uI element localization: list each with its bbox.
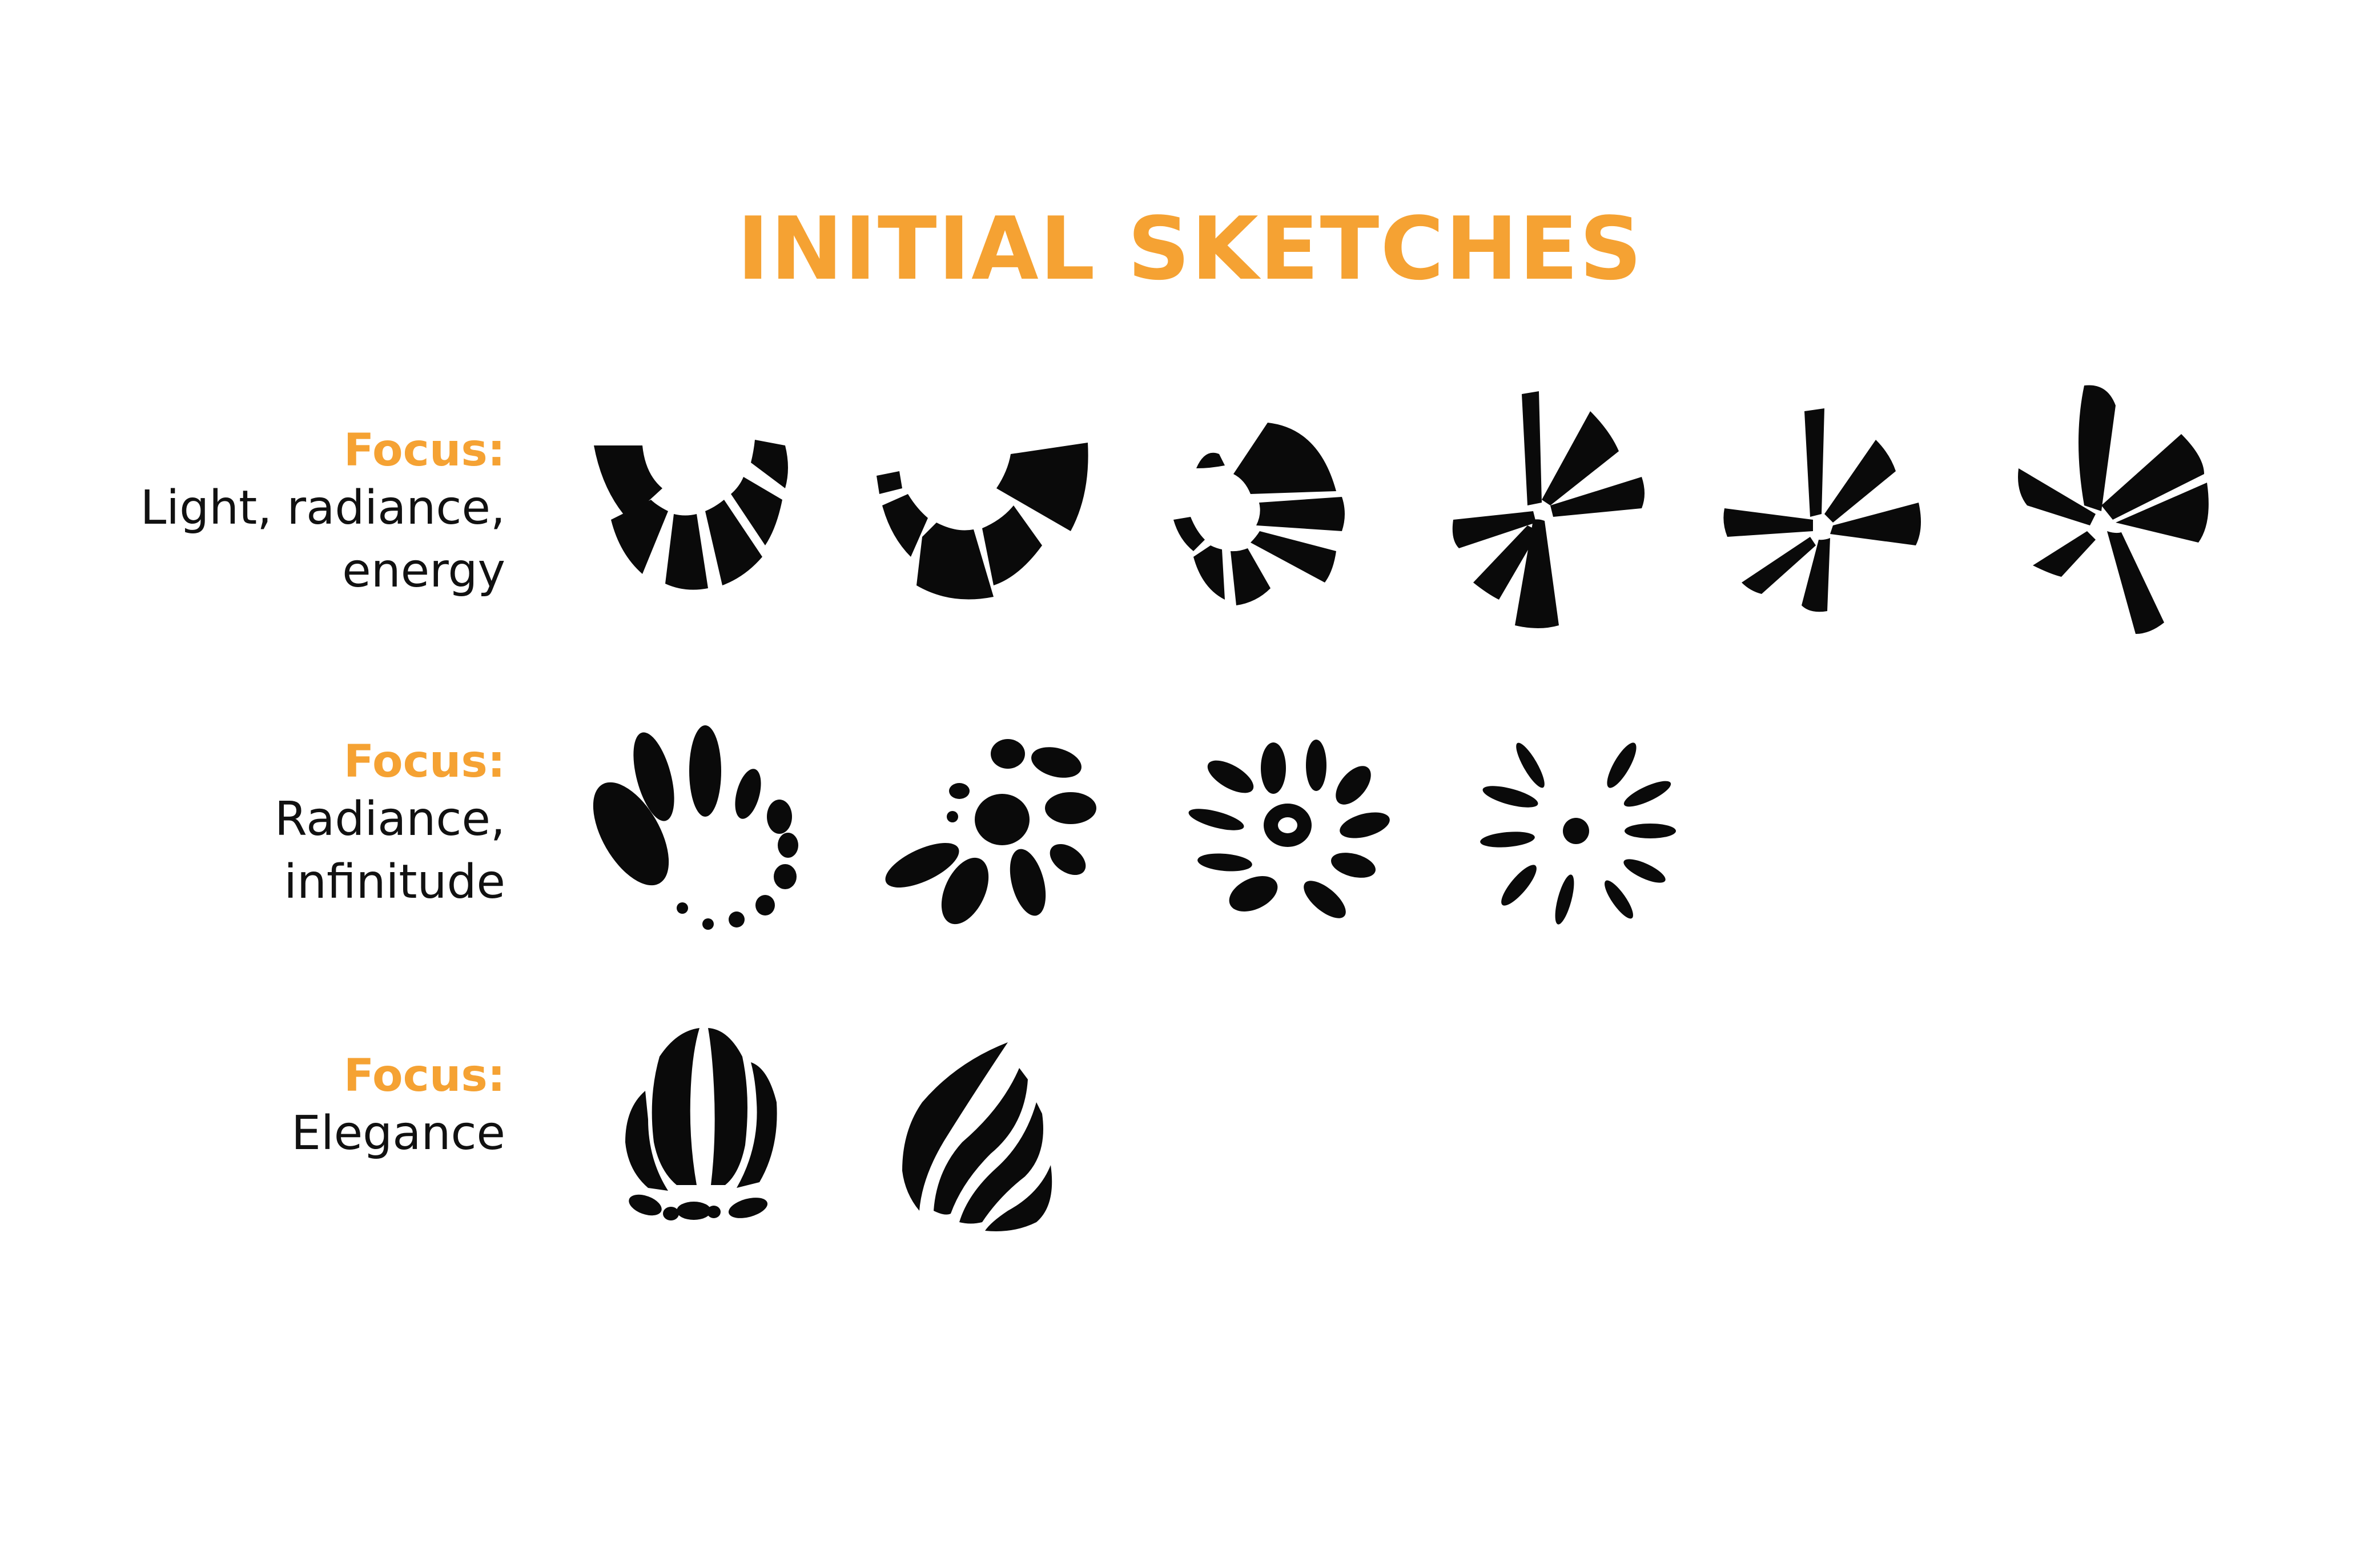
- sketch-crescent-fan-icon: [877, 443, 1088, 600]
- page-title: INITIAL SKETCHES: [737, 198, 1643, 299]
- sketch-half-sun-icon: [594, 440, 788, 590]
- sketch-shell-icon: [625, 1028, 777, 1220]
- focus-label: Focus:: [343, 1050, 505, 1102]
- focus-description: Light, radiance, energy: [140, 480, 505, 599]
- focus-description: Radiance, infinitude: [274, 792, 505, 910]
- sketch-corner-burst-icon: [1173, 423, 1345, 605]
- focus-description: Elegance: [291, 1106, 505, 1160]
- row-label-radiance: Focus: Radiance, infinitude: [3, 736, 505, 914]
- sketch-dot-sun-icon: [1480, 742, 1676, 925]
- row-label-light: Focus: Light, radiance, energy: [3, 425, 505, 603]
- sketch-star-burst-icon: [1723, 408, 1921, 612]
- sketch-spiral-petals-icon: [593, 725, 798, 930]
- sketch-star-burst-icon: [2018, 385, 2209, 634]
- focus-label: Focus:: [343, 425, 505, 476]
- row-label-elegance: Focus: Elegance: [3, 1050, 505, 1165]
- focus-label: Focus:: [343, 736, 505, 788]
- sketch-flame-icon: [902, 1042, 1052, 1231]
- sketch-ring-flower-icon: [1188, 740, 1390, 918]
- sketch-flower-icon: [885, 739, 1096, 925]
- sketch-star-burst-icon: [1452, 391, 1645, 628]
